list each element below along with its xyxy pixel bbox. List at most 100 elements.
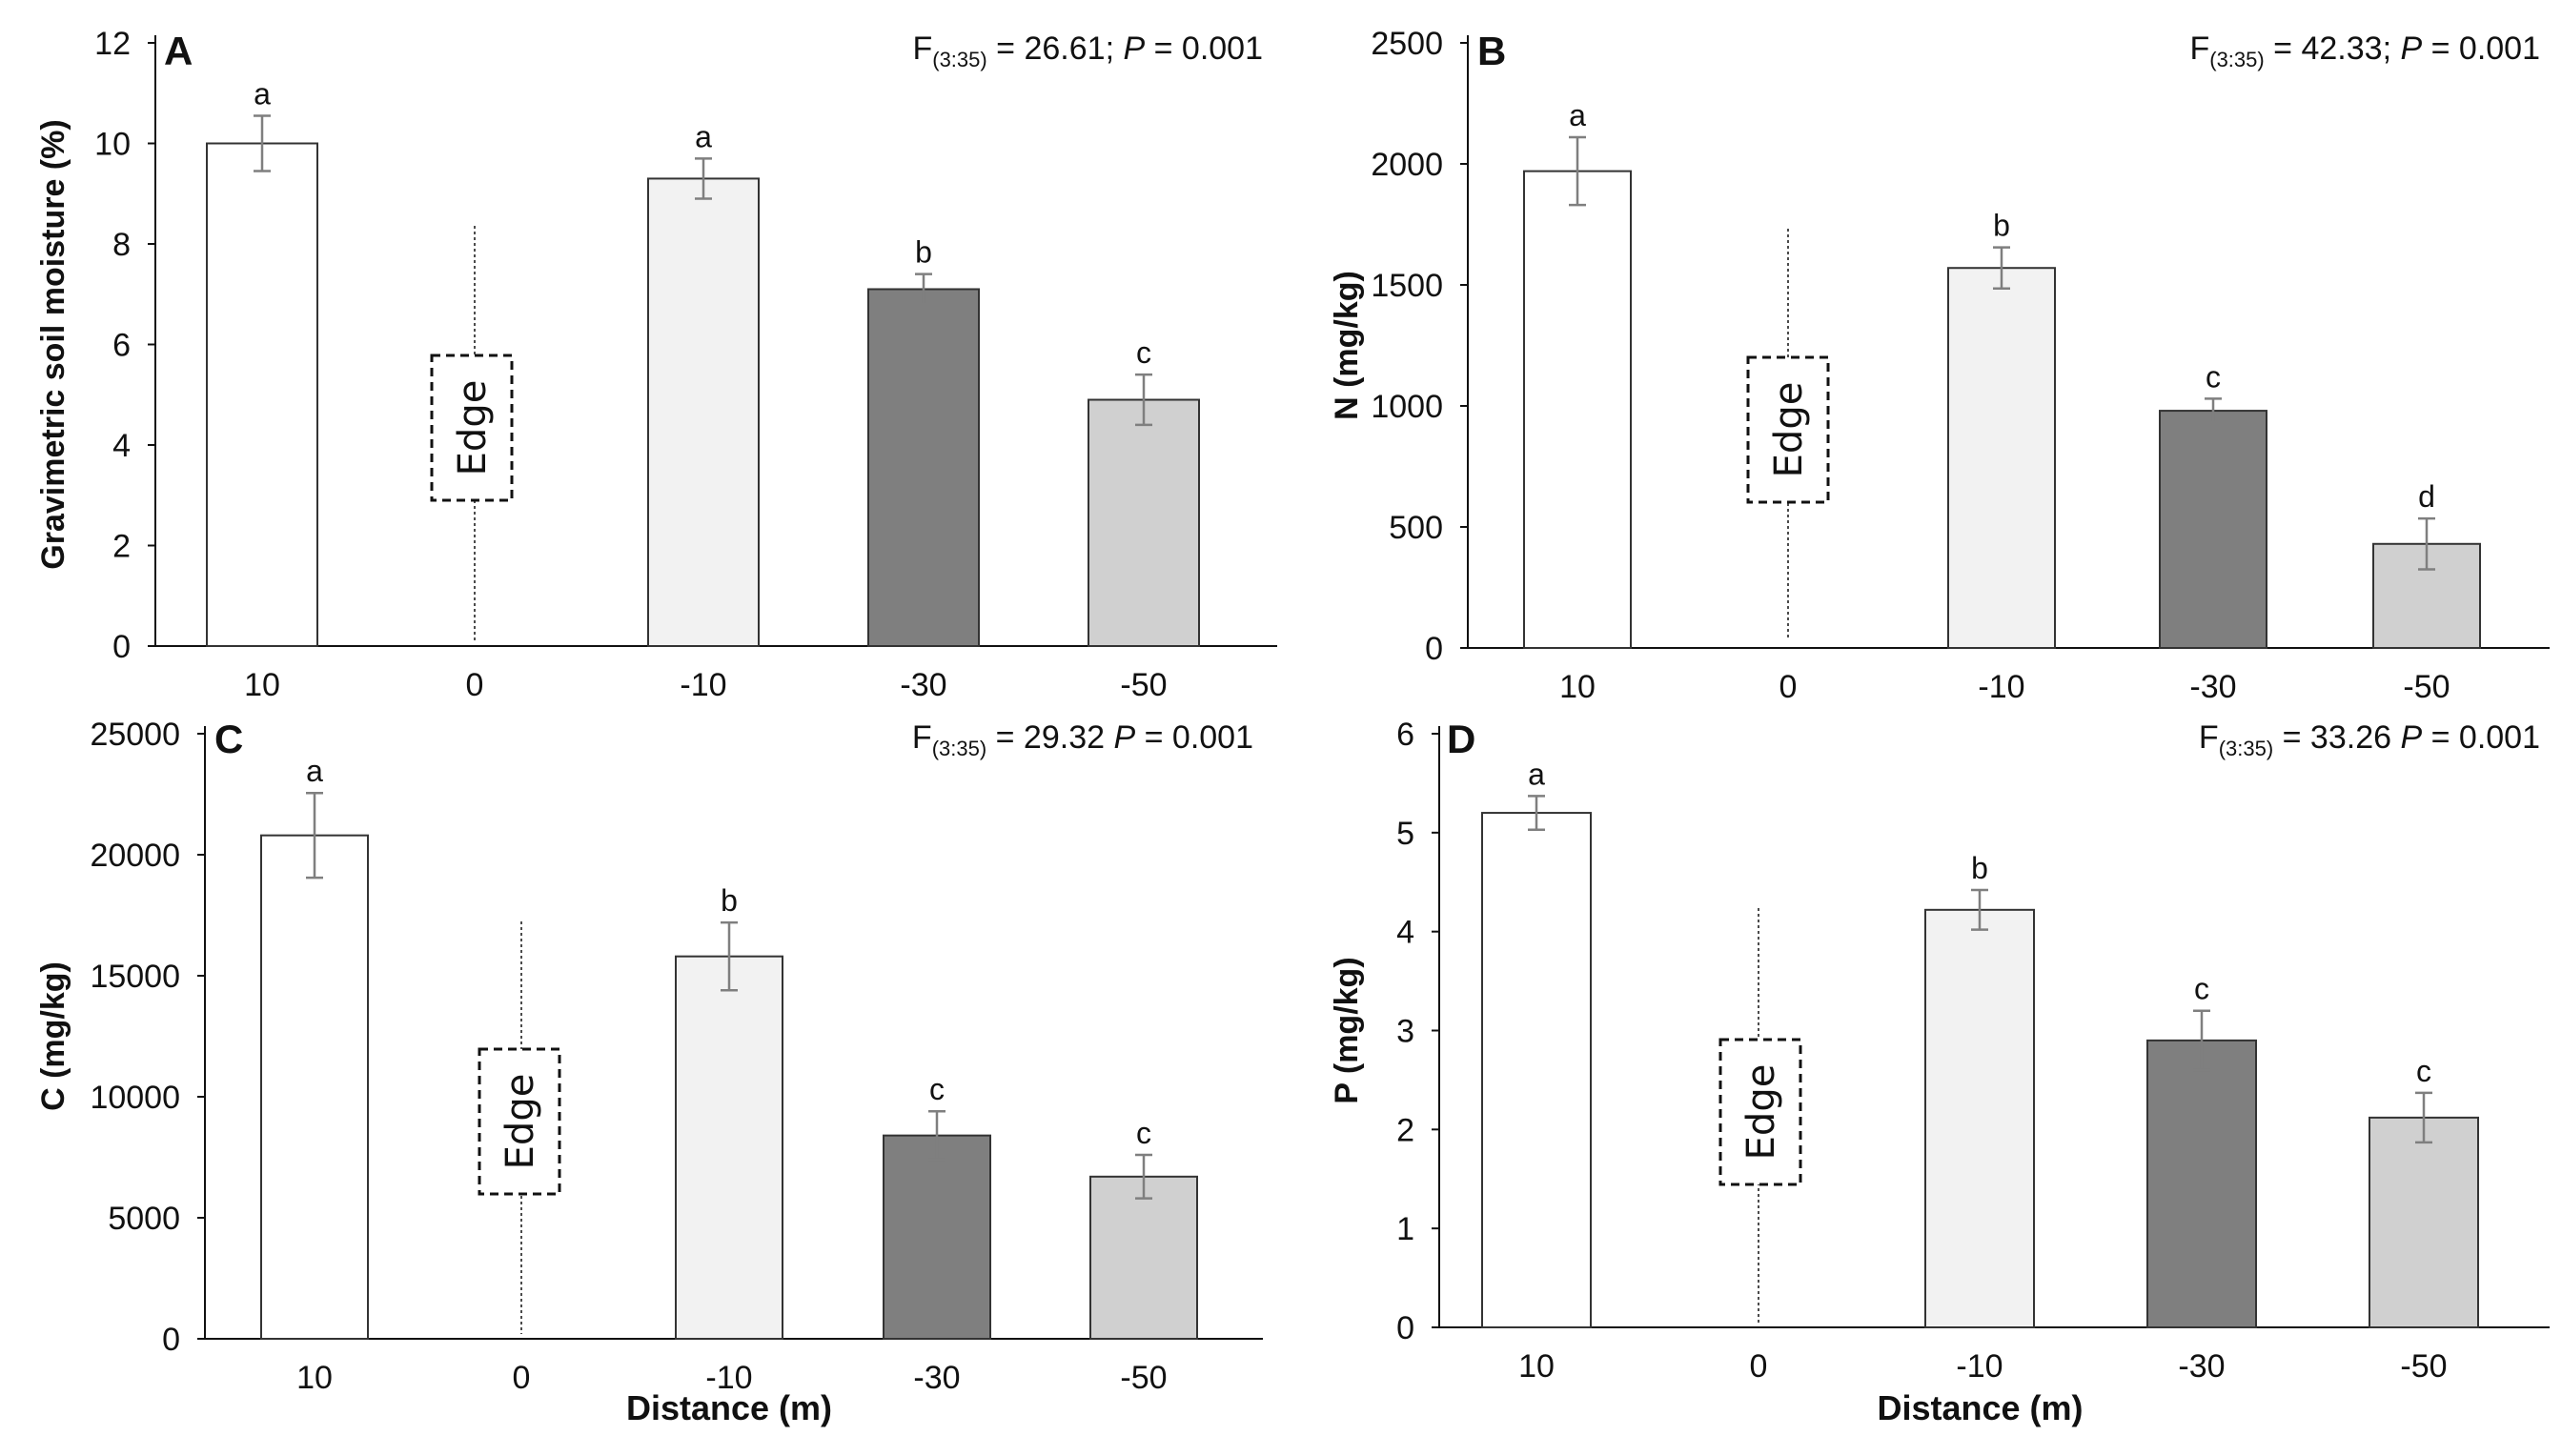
x-tick-label: -30 [913, 1360, 960, 1396]
y-tick-label: 4 [112, 428, 131, 464]
bar--50 [1089, 1175, 1198, 1340]
bar--50 [1088, 398, 1200, 647]
edge-label: Edge [1739, 1064, 1783, 1161]
y-tick-label: 3 [1396, 1014, 1414, 1050]
x-tick-label: -30 [2189, 669, 2236, 705]
bar-10 [1481, 812, 1592, 1328]
bar--30 [883, 1134, 991, 1341]
x-tick-label: -50 [2400, 1348, 2447, 1385]
y-tick-label: 15000 [90, 959, 180, 995]
edge-label: Edge [498, 1074, 542, 1170]
significance-letter: d [2418, 479, 2435, 514]
bar-10 [206, 142, 318, 647]
y-tick-label: 2 [112, 529, 131, 565]
bar--10 [675, 955, 783, 1340]
x-tick-label: 10 [296, 1360, 333, 1396]
significance-letter: b [1971, 851, 1988, 885]
y-tick-label: 10 [94, 127, 131, 163]
y-axis-title: Gravimetric soil moisture (%) [35, 119, 71, 569]
y-tick-label: 25000 [90, 717, 180, 753]
bar--30 [2146, 1039, 2257, 1328]
significance-letter: a [306, 754, 323, 788]
y-tick-label: 4 [1396, 915, 1414, 951]
y-tick-label: 500 [1389, 510, 1443, 546]
bar--50 [2369, 1116, 2479, 1328]
panel-letter: A [164, 29, 193, 73]
edge-box [1718, 1038, 1802, 1186]
panel-letter: B [1477, 29, 1506, 73]
x-tick-label: -10 [705, 1360, 752, 1396]
significance-letter: b [1993, 209, 2010, 243]
y-tick-label: 2 [1396, 1112, 1414, 1148]
x-tick-label: -30 [2178, 1348, 2225, 1385]
y-tick-label: 6 [1396, 717, 1414, 753]
y-tick-label: 5000 [108, 1201, 180, 1237]
bar--30 [2159, 410, 2267, 649]
y-tick-label: 5 [1396, 816, 1414, 852]
y-axis-title: P (mg/kg) [1329, 957, 1365, 1103]
f-statistic: F(3:35) = 26.61; P = 0.001 [912, 30, 1263, 71]
x-tick-label: 0 [1779, 669, 1798, 705]
significance-letter: c [2206, 359, 2221, 394]
y-axis-title: C (mg/kg) [35, 961, 71, 1111]
bar--10 [647, 177, 760, 648]
x-tick-label: 10 [244, 667, 280, 703]
significance-letter: a [695, 119, 712, 153]
significance-letter: b [721, 883, 738, 918]
y-tick-label: 0 [1425, 631, 1443, 667]
significance-letter: c [2194, 972, 2209, 1006]
bar-10 [260, 834, 369, 1340]
x-tick-label: 0 [1750, 1348, 1768, 1385]
x-axis-title: Distance (m) [1877, 1388, 2083, 1427]
panel-b: 0 500 1000 1500 2000 2500 N (mg/kg) B F(3:35) = … [1329, 26, 2550, 705]
y-tick-label: 1500 [1371, 268, 1443, 304]
y-tick-label: 20000 [90, 838, 180, 874]
x-tick-label: -50 [1120, 667, 1167, 703]
y-tick-label: 10000 [90, 1080, 180, 1116]
x-tick-label: 10 [1518, 1348, 1555, 1385]
y-tick-label: 0 [112, 629, 131, 665]
significance-letter: a [254, 76, 271, 111]
y-tick-label: 0 [162, 1322, 180, 1358]
edge-box [1746, 355, 1830, 504]
significance-letter: b [915, 235, 932, 270]
x-tick-label: -10 [1956, 1348, 2003, 1385]
x-tick-label: -10 [680, 667, 726, 703]
y-tick-label: 2500 [1371, 26, 1443, 62]
bar--10 [1947, 267, 2056, 649]
bar--30 [867, 288, 980, 647]
x-axis-title: Distance (m) [626, 1388, 832, 1427]
panel-a: 0 2 4 6 8 10 12 Gravimetric soil moisture (%) A F… [35, 26, 1277, 703]
x-tick-label: -10 [1978, 669, 2024, 705]
y-tick-label: 1000 [1371, 389, 1443, 425]
significance-letter: a [1569, 98, 1586, 132]
significance-letter: c [1136, 335, 1151, 370]
edge-label: Edge [451, 380, 495, 476]
panel-letter: C [214, 717, 243, 761]
x-tick-label: 10 [1559, 669, 1596, 705]
edge-box [430, 354, 514, 502]
x-tick-label: -50 [2403, 669, 2450, 705]
y-axis-title: N (mg/kg) [1329, 271, 1365, 420]
x-tick-label: -50 [1120, 1360, 1167, 1396]
y-tick-label: 8 [112, 227, 131, 263]
f-statistic: F(3:35) = 29.32 P = 0.001 [912, 719, 1253, 760]
y-tick-label: 2000 [1371, 147, 1443, 183]
significance-letter: a [1528, 757, 1545, 791]
x-tick-label: -30 [900, 667, 946, 703]
bar--10 [1924, 908, 2035, 1328]
significance-letter: c [2416, 1054, 2431, 1088]
edge-label: Edge [1767, 382, 1811, 478]
panel-d: 0 1 2 3 4 5 6 P (mg/kg) D F(3:35) = 33.26 P = 0.0… [1329, 717, 2550, 1427]
x-tick-label: 0 [513, 1360, 531, 1396]
panel-letter: D [1447, 717, 1475, 761]
x-tick-label: 0 [466, 667, 484, 703]
panel-c: 0 5000 10000 15000 20000 25000 C (mg/kg) C F(3:3… [35, 717, 1263, 1427]
edge-box [478, 1047, 561, 1196]
significance-letter: c [1136, 1116, 1151, 1150]
bar-10 [1523, 170, 1632, 649]
significance-letter: c [929, 1072, 945, 1106]
f-statistic: F(3:35) = 42.33; P = 0.001 [2189, 30, 2540, 71]
y-tick-label: 0 [1396, 1310, 1414, 1346]
